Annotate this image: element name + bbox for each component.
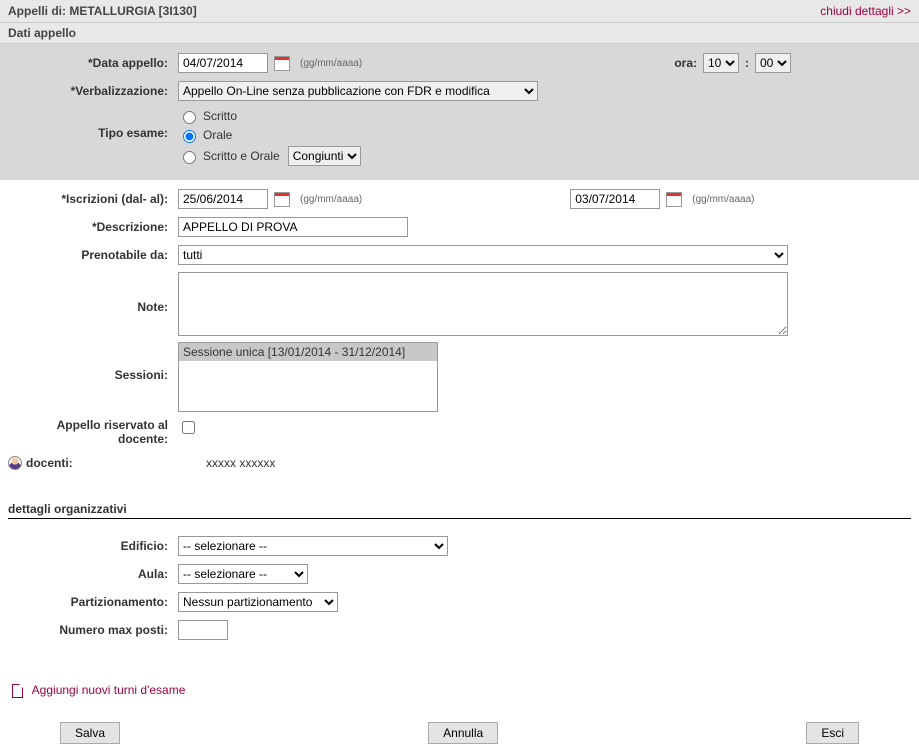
label-edificio: Edificio: xyxy=(8,539,178,553)
note-textarea[interactable] xyxy=(178,272,788,336)
calendar-icon[interactable] xyxy=(274,56,290,71)
iscrizioni-al-input[interactable] xyxy=(570,189,660,209)
person-icon xyxy=(8,456,22,470)
button-bar: Salva Annulla Esci xyxy=(0,716,919,754)
edificio-select[interactable]: -- selezionare -- xyxy=(178,536,448,556)
label-partizionamento: Partizionamento: xyxy=(8,595,178,609)
label-iscrizioni: *Iscrizioni (dal- al): xyxy=(8,192,178,206)
document-icon xyxy=(12,684,23,698)
riservato-checkbox[interactable] xyxy=(182,421,195,434)
radio-scritto[interactable] xyxy=(183,111,196,124)
salva-button[interactable]: Salva xyxy=(60,722,120,744)
date-hint: (gg/mm/aaaa) xyxy=(692,194,754,205)
partizionamento-select[interactable]: Nessun partizionamento xyxy=(178,592,338,612)
page-title: Appelli di: METALLURGIA [3I130] xyxy=(8,4,197,18)
section-dettagli-organizzativi: dettagli organizzativi xyxy=(8,502,911,519)
label-tipo-esame: Tipo esame: xyxy=(8,108,178,140)
title-prefix: Appelli di: xyxy=(8,4,69,18)
congiunti-select[interactable]: Congiunti xyxy=(288,146,361,166)
section-dati-appello: Dati appello xyxy=(0,23,919,44)
verbalizzazione-select[interactable]: Appello On-Line senza pubblicazione con … xyxy=(178,81,538,101)
data-appello-input[interactable] xyxy=(178,53,268,73)
form-area-mid: *Iscrizioni (dal- al): (gg/mm/aaaa) (gg/… xyxy=(0,180,919,488)
docenti-value: xxxxx xxxxxx xyxy=(178,456,275,470)
course-code: METALLURGIA [3I130] xyxy=(69,4,196,18)
ora-hh-select[interactable]: 10 xyxy=(703,53,739,73)
label-docenti: docenti: xyxy=(24,456,178,470)
max-posti-input[interactable] xyxy=(178,620,228,640)
ora-mm-select[interactable]: 00 xyxy=(755,53,791,73)
header-bar: Appelli di: METALLURGIA [3I130] chiudi d… xyxy=(0,0,919,23)
radio-scritto-orale-label: Scritto e Orale xyxy=(203,149,280,163)
add-turni-row: Aggiungi nuovi turni d'esame xyxy=(12,683,907,698)
calendar-icon[interactable] xyxy=(666,192,682,207)
calendar-icon[interactable] xyxy=(274,192,290,207)
label-descrizione: *Descrizione: xyxy=(8,220,178,234)
add-turni-link[interactable]: Aggiungi nuovi turni d'esame xyxy=(32,683,186,697)
iscrizioni-dal-input[interactable] xyxy=(178,189,268,209)
radio-orale-label: Orale xyxy=(203,128,232,142)
label-sessioni: Sessioni: xyxy=(8,342,178,382)
label-aula: Aula: xyxy=(8,567,178,581)
time-separator: : xyxy=(745,56,749,70)
sessione-item[interactable]: Sessione unica [13/01/2014 - 31/12/2014] xyxy=(179,343,437,361)
label-max-posti: Numero max posti: xyxy=(8,623,178,637)
prenotabile-select[interactable]: tutti xyxy=(178,245,788,265)
aula-select[interactable]: -- selezionare -- xyxy=(178,564,308,584)
label-ora: ora: xyxy=(674,56,697,70)
radio-scritto-label: Scritto xyxy=(203,109,237,123)
annulla-button[interactable]: Annulla xyxy=(428,722,498,744)
label-verbalizzazione: *Verbalizzazione: xyxy=(8,84,178,98)
radio-scritto-orale[interactable] xyxy=(183,151,196,164)
esci-button[interactable]: Esci xyxy=(806,722,859,744)
close-details-link[interactable]: chiudi dettagli >> xyxy=(820,4,911,18)
date-hint: (gg/mm/aaaa) xyxy=(300,194,362,205)
sessioni-listbox[interactable]: Sessione unica [13/01/2014 - 31/12/2014] xyxy=(178,342,438,412)
form-area-top: *Data appello: (gg/mm/aaaa) ora: 10 : 00… xyxy=(0,44,919,180)
label-prenotabile: Prenotabile da: xyxy=(8,248,178,262)
radio-orale[interactable] xyxy=(183,130,196,143)
form-area-dettagli: Edificio: -- selezionare -- Aula: -- sel… xyxy=(0,527,919,655)
label-riservato: Appello riservato al docente: xyxy=(8,418,178,446)
label-data-appello: *Data appello: xyxy=(8,56,178,70)
descrizione-input[interactable] xyxy=(178,217,408,237)
label-note: Note: xyxy=(8,272,178,314)
date-hint: (gg/mm/aaaa) xyxy=(300,58,362,69)
